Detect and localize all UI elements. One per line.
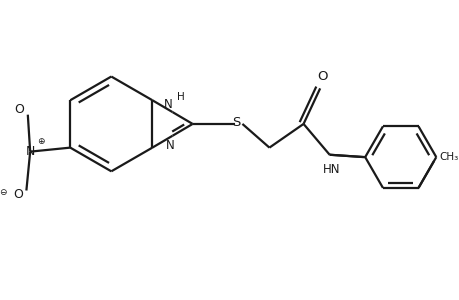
Text: N: N [25, 145, 35, 158]
Text: N: N [165, 139, 174, 152]
Text: N: N [164, 98, 173, 110]
Text: ⊕: ⊕ [37, 137, 44, 146]
Text: ⊖: ⊖ [0, 188, 6, 197]
Text: CH₃: CH₃ [439, 152, 458, 162]
Text: HN: HN [323, 163, 340, 176]
Text: O: O [317, 70, 327, 83]
Text: S: S [232, 116, 241, 128]
Text: O: O [14, 103, 24, 116]
Text: O: O [13, 188, 23, 201]
Text: H: H [177, 92, 185, 102]
